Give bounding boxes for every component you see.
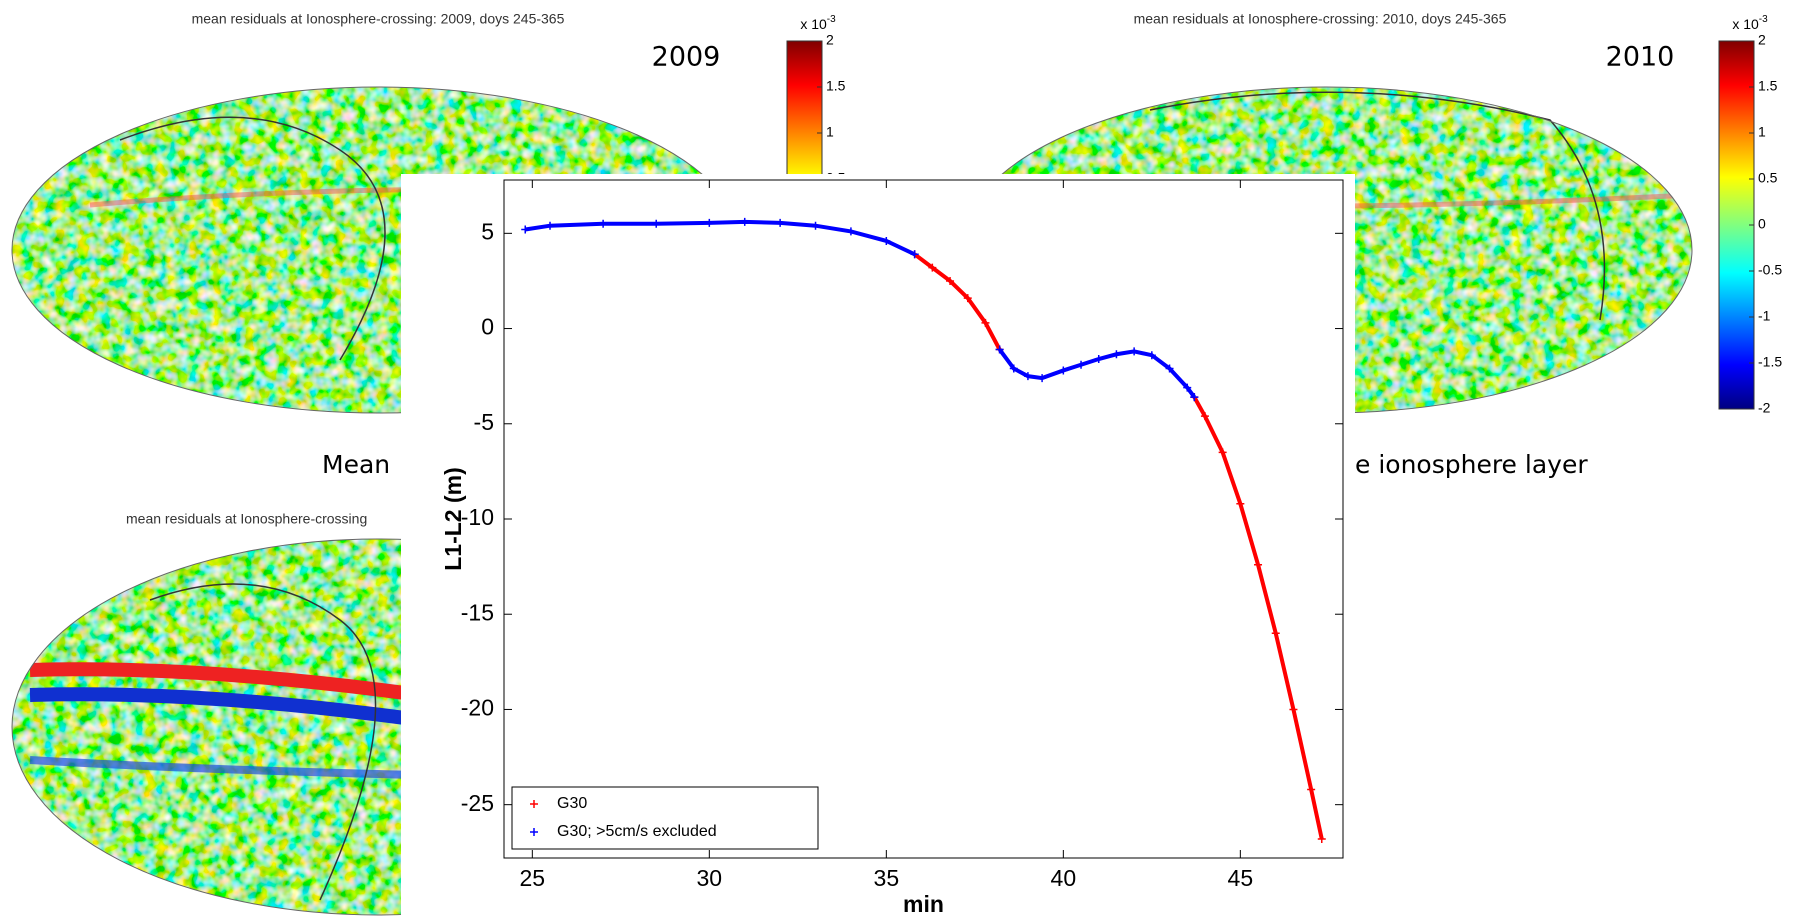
colorbar-scale: x 10-3 [800,14,836,32]
x-tick-label: 45 [1228,865,1254,891]
y-tick-label: 0 [481,314,494,340]
y-tick-label: 5 [481,218,494,244]
colorbar-tick-label: 1.5 [1758,78,1778,94]
colorbar-tick-label: -1 [1758,308,1771,324]
year-label: 2009 [652,42,721,73]
colorbar-tick-label: 0 [1758,216,1766,232]
caption: Mean [322,450,390,479]
legend-label: G30; >5cm/s excluded [557,823,717,840]
series-line [524,219,916,257]
colorbar-tick-label: 2 [1758,32,1766,48]
series-line [913,252,1002,351]
y-tick-label: -20 [461,695,494,721]
year-label: 2010 [1606,42,1675,73]
x-tick-label: 30 [697,865,723,891]
y-tick-label: -15 [461,599,494,625]
colorbar-tick-label: -2 [1758,400,1771,416]
series-line [998,348,1196,399]
x-axis-label: min [903,891,944,917]
y-tick-label: -25 [461,790,494,816]
legend [511,786,819,850]
point-marker [530,800,538,808]
point-marker [530,828,538,836]
colorbar-tick-label: 1 [826,124,834,140]
colorbar-tick-label: 1 [1758,124,1766,140]
y-tick-label: -5 [474,409,494,435]
caption: e ionosphere layer [1355,450,1588,479]
series-line [1192,396,1324,840]
map-title: mean residuals at Ionosphere-crossing [126,511,367,527]
x-tick-label: 40 [1051,865,1077,891]
legend-label: G30 [557,795,587,812]
y-tick-label: -10 [461,504,494,530]
colorbar-tick-label: 2 [826,32,834,48]
line-chart: 25 30 35 40 45 -25 -20 -15 -10 -5 0 5 min L1-L2 (m) G3… [401,174,1355,920]
colorbar-tick-label: 1.5 [826,78,846,94]
colorbar-tick-label: -1.5 [1758,354,1782,370]
map-title: mean residuals at Ionosphere-crossing: 2… [1134,11,1507,27]
y-axis-label: L1-L2 (m) [440,467,466,571]
colorbar-tick-label: 0.5 [1758,170,1778,186]
x-tick-label: 25 [520,865,546,891]
colorbar-scale: x 10-3 [1732,14,1768,32]
x-tick-label: 35 [874,865,900,891]
map-title: mean residuals at Ionosphere-crossing: 2… [192,11,565,27]
colorbar [1718,40,1755,410]
colorbar-tick-label: -0.5 [1758,262,1782,278]
